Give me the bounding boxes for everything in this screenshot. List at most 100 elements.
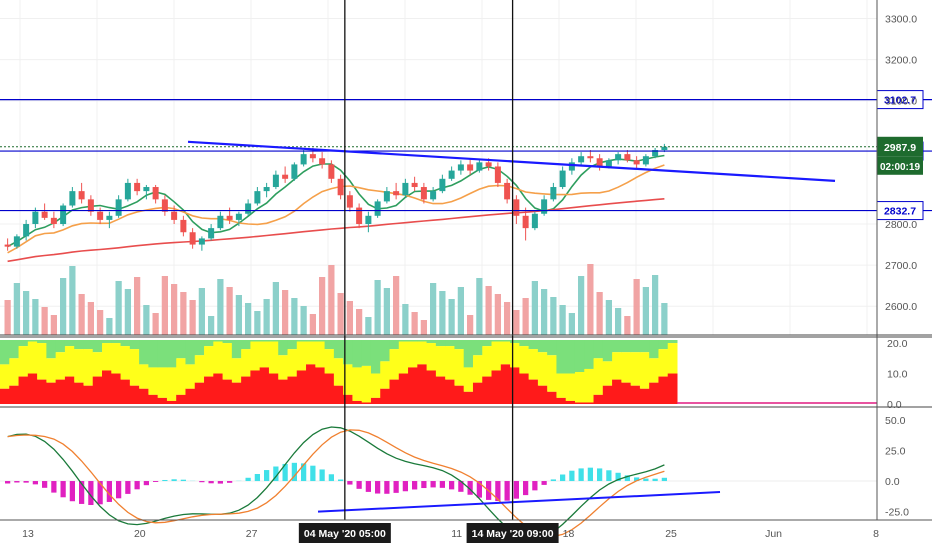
candle-body <box>504 183 510 199</box>
volume-bar <box>301 306 307 335</box>
osc-mid-bar <box>399 342 409 374</box>
level-label: 2832.7 <box>884 206 916 218</box>
osc-low-bar <box>111 374 121 404</box>
osc-low-bar <box>510 367 520 404</box>
macd-tick-label: 50.0 <box>885 415 906 427</box>
osc-top-bar <box>158 340 168 367</box>
osc-mid-bar <box>352 367 362 401</box>
osc-top-bar <box>250 340 260 342</box>
osc-top-bar <box>362 340 372 366</box>
osc-mid-bar <box>0 364 10 388</box>
osc-low-bar <box>658 377 668 404</box>
volume-bar <box>587 264 593 335</box>
osc-low-bar <box>519 374 529 404</box>
volume-bar <box>439 291 445 335</box>
sma-slow-line <box>8 199 665 261</box>
osc-mid-bar <box>46 358 56 382</box>
osc-mid-bar <box>306 342 316 365</box>
candle-body <box>439 179 445 191</box>
osc-mid-bar <box>454 349 464 386</box>
volume-bar <box>190 300 196 335</box>
osc-low-bar <box>566 401 576 404</box>
osc-mid-bar <box>241 349 251 376</box>
candle-body <box>236 214 242 220</box>
osc-low-bar <box>612 380 622 404</box>
osc-top-bar <box>445 340 455 346</box>
osc-low-bar <box>631 386 641 404</box>
osc-top-bar <box>269 340 279 342</box>
macd-hist-bar <box>440 481 445 488</box>
osc-low-bar <box>603 386 613 404</box>
price-tick-label: 3200.0 <box>885 55 917 67</box>
osc-mid-bar <box>436 346 446 376</box>
osc-low-bar <box>417 364 427 404</box>
candle-body <box>310 154 316 158</box>
osc-top-bar <box>306 340 316 342</box>
price-tick-label: 2600.0 <box>885 301 917 313</box>
candle-body <box>88 199 94 211</box>
osc-mid-bar <box>482 346 492 376</box>
macd-hist-bar <box>384 481 389 494</box>
osc-mid-bar <box>315 342 325 368</box>
price-tick-label: 3300.0 <box>885 13 917 25</box>
volume-bar <box>338 293 344 335</box>
osc-mid-bar <box>232 358 242 382</box>
volume-bar <box>476 278 482 335</box>
osc-mid-bar <box>501 342 511 365</box>
osc-top-bar <box>649 340 659 358</box>
osc-mid-bar <box>658 349 668 376</box>
candle-body <box>393 191 399 195</box>
candle-body <box>319 158 325 164</box>
countdown-label: 02:00:19 <box>880 162 920 173</box>
osc-low-bar <box>185 389 195 404</box>
osc-top-bar <box>501 340 511 342</box>
macd-hist-bar <box>394 481 399 493</box>
macd-hist-bar <box>227 481 232 483</box>
macd-hist-bar <box>597 468 602 481</box>
osc-top-bar <box>121 340 131 346</box>
candle-body <box>634 160 640 164</box>
macd-hist-bar <box>255 474 260 481</box>
osc-top-bar <box>390 340 400 349</box>
osc-low-bar <box>334 386 344 404</box>
volume-bar <box>254 311 260 335</box>
macd-hist-bar <box>33 481 38 484</box>
volume-bar <box>347 301 353 335</box>
candle-body <box>615 154 621 160</box>
macd-hist-bar <box>320 469 325 481</box>
volume-bar <box>5 300 11 335</box>
osc-top-bar <box>399 340 409 342</box>
candle-body <box>190 232 196 244</box>
osc-mid-bar <box>575 372 585 402</box>
osc-low-bar <box>9 386 19 404</box>
osc-top-bar <box>334 340 344 358</box>
osc-top-bar <box>454 340 464 349</box>
macd-hist-bar <box>514 481 519 499</box>
candle-body <box>171 212 177 220</box>
macd-hist-bar <box>347 481 352 485</box>
candle-body <box>384 191 390 201</box>
candle-body <box>143 187 149 191</box>
osc-top-bar <box>56 340 66 352</box>
candle-body <box>476 162 482 170</box>
candle-body <box>513 199 519 215</box>
osc-mid-bar <box>37 343 47 380</box>
candle-body <box>495 166 501 182</box>
osc-mid-bar <box>473 355 483 382</box>
osc-mid-bar <box>250 342 260 371</box>
osc-low-bar <box>621 383 631 404</box>
osc-low-bar <box>362 402 372 404</box>
osc-mid-bar <box>649 358 659 382</box>
candle-body <box>643 156 649 164</box>
osc-mid-bar <box>584 369 594 403</box>
osc-low-bar <box>538 386 548 404</box>
candle-body <box>245 203 251 213</box>
volume-bar <box>449 299 455 335</box>
volume-bar <box>513 310 519 335</box>
osc-mid-bar <box>594 358 604 395</box>
volume-bar <box>236 295 242 335</box>
candle-body <box>412 183 418 187</box>
volume-bar <box>69 266 75 335</box>
